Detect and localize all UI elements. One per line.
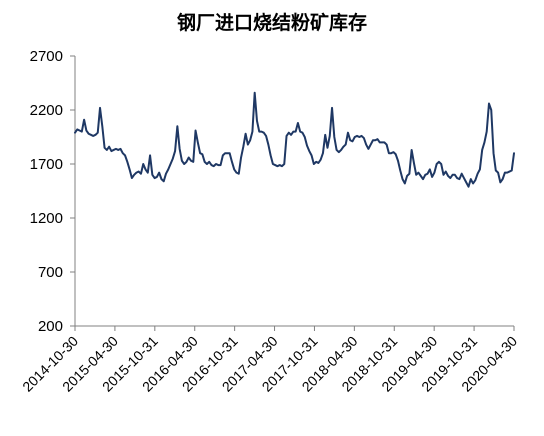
y-tick-label: 200 [38, 318, 63, 335]
y-tick-label: 1700 [30, 156, 63, 173]
y-tick-label: 700 [38, 264, 63, 281]
y-tick-label: 2700 [30, 48, 63, 65]
series-line [74, 91, 515, 188]
series-layer [74, 91, 515, 188]
y-tick-label: 1200 [30, 210, 63, 227]
x-axis: 2014-10-302015-04-302015-10-312016-04-30… [19, 325, 520, 395]
y-tick-label: 2200 [30, 102, 63, 119]
y-axis: 200 700 1200 1700 2200 2700 [30, 48, 76, 335]
chart-title: 钢厂进口烧结粉矿库存 [176, 12, 367, 34]
